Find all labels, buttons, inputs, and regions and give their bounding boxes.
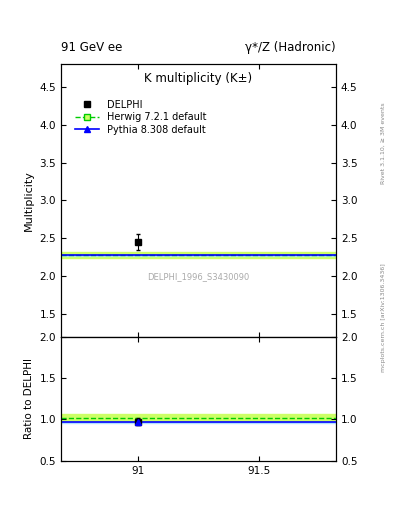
Y-axis label: Ratio to DELPHI: Ratio to DELPHI — [24, 358, 34, 439]
Y-axis label: Multiplicity: Multiplicity — [24, 170, 34, 231]
Text: K multiplicity (K±): K multiplicity (K±) — [144, 72, 253, 85]
Text: mcplots.cern.ch [arXiv:1306.3436]: mcplots.cern.ch [arXiv:1306.3436] — [381, 263, 386, 372]
Text: DELPHI_1996_S3430090: DELPHI_1996_S3430090 — [147, 272, 250, 281]
Text: Rivet 3.1.10, ≥ 3M events: Rivet 3.1.10, ≥ 3M events — [381, 102, 386, 184]
Text: 91 GeV ee: 91 GeV ee — [61, 41, 122, 54]
Text: γ*/Z (Hadronic): γ*/Z (Hadronic) — [245, 41, 336, 54]
Legend: DELPHI, Herwig 7.2.1 default, Pythia 8.308 default: DELPHI, Herwig 7.2.1 default, Pythia 8.3… — [71, 96, 211, 139]
